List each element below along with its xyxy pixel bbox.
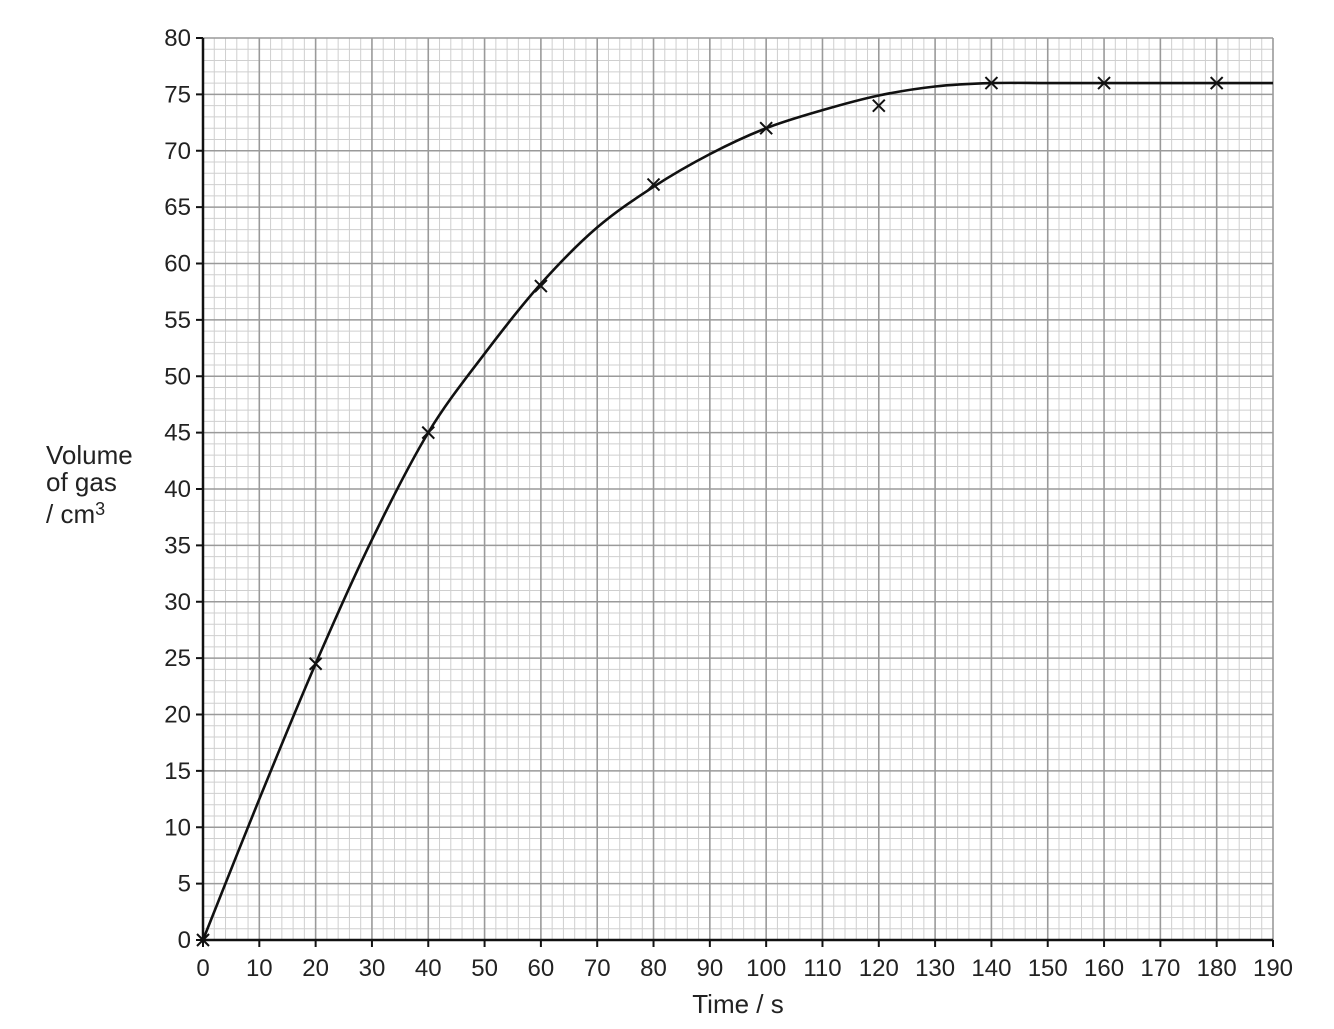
x-tick-label: 30 (359, 955, 386, 982)
x-tick-label: 120 (859, 955, 899, 982)
y-axis-title: Volume of gas / cm3 (46, 442, 133, 528)
y-tick-label: 10 (164, 814, 191, 841)
data-point-marker (1209, 76, 1224, 90)
x-tick-label: 170 (1140, 955, 1180, 982)
y-tick-label: 55 (164, 307, 191, 334)
x-tick-label: 110 (803, 955, 841, 982)
x-tick-label: 190 (1253, 955, 1293, 982)
x-tick-label: 70 (584, 955, 611, 982)
y-axis-title-line-1: Volume (46, 440, 133, 470)
x-tick-label: 130 (915, 955, 955, 982)
marker-stroke (196, 933, 210, 947)
x-tick-label: 10 (246, 955, 273, 982)
data-point-marker (196, 933, 210, 947)
x-tick-label: 140 (971, 955, 1011, 982)
x-tick-label: 40 (415, 955, 442, 982)
y-tick-label: 50 (164, 363, 191, 390)
data-point-marker (759, 121, 773, 135)
y-tick-label: 35 (164, 532, 191, 559)
y-tick-label: 30 (164, 589, 191, 616)
curve-layer (201, 81, 1273, 941)
x-tick-label: 90 (696, 955, 723, 982)
y-tick-label: 5 (178, 871, 191, 898)
marker-stroke (984, 76, 999, 90)
marker-stroke (534, 279, 548, 293)
y-tick-labels: 0 5 10 15 20 25 30 35 40 45 50 55 60 65 70 75 80 (164, 25, 191, 954)
x-tick-label: 20 (302, 955, 329, 982)
data-point-marker (534, 279, 548, 293)
data-point-marker (308, 657, 323, 671)
marker-stroke (759, 121, 773, 135)
marker-stroke (421, 425, 435, 440)
x-tick-label: 180 (1197, 955, 1237, 982)
marker-stroke (1097, 76, 1111, 90)
y-tick-label: 65 (164, 194, 191, 221)
x-tick-label: 0 (196, 955, 209, 982)
y-tick-label: 25 (164, 645, 191, 672)
points-layer (196, 76, 1224, 947)
axes (196, 37, 1274, 947)
y-tick-label: 60 (164, 251, 191, 278)
x-tick-label: 160 (1084, 955, 1124, 982)
data-point-marker (421, 425, 435, 440)
x-tick-labels: 0 10 20 30 40 50 60 70 80 90 100 110 120 130 140 150 160… (196, 955, 1293, 982)
data-point-marker (872, 98, 886, 113)
x-axis-title: Time / s (692, 989, 783, 1019)
y-axis-unit-superscript: 3 (95, 499, 106, 519)
x-tick-label: 60 (528, 955, 555, 982)
y-tick-label: 40 (164, 476, 191, 503)
y-axis-title-line-2: of gas (46, 467, 117, 497)
y-tick-label: 45 (164, 420, 191, 447)
marker-stroke (1209, 76, 1224, 90)
best-fit-curve (201, 81, 1273, 941)
y-axis-title-line-3: / cm3 (46, 496, 133, 528)
marker-stroke (646, 177, 661, 192)
marker-stroke (872, 98, 886, 113)
x-tick-label: 50 (471, 955, 498, 982)
x-tick-label: 100 (746, 955, 786, 982)
y-axis-unit: / cm (46, 499, 96, 529)
y-tick-label: 15 (164, 758, 191, 785)
data-point-marker (984, 76, 999, 90)
y-tick-label: 70 (164, 138, 191, 165)
data-point-marker (1097, 76, 1111, 90)
x-tick-label: 150 (1028, 955, 1068, 982)
y-tick-label: 0 (178, 927, 191, 954)
y-tick-label: 75 (164, 81, 191, 108)
y-tick-label: 80 (164, 25, 191, 52)
x-tick-label: 80 (640, 955, 667, 982)
y-tick-label: 20 (164, 702, 191, 729)
data-point-marker (646, 177, 661, 192)
marker-stroke (308, 657, 323, 671)
